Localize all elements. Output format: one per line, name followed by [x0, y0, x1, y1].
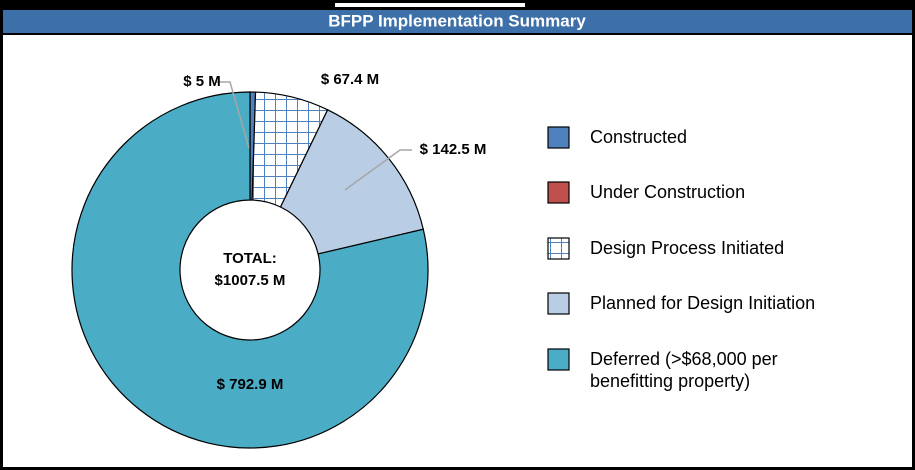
legend-swatch	[547, 126, 570, 149]
leader-line	[344, 149, 412, 191]
data-label: $ 792.9 M	[217, 376, 284, 393]
legend-swatch	[547, 292, 570, 315]
legend-label: Constructed	[590, 127, 687, 147]
legend-swatch	[547, 348, 570, 371]
legend-swatch	[547, 181, 570, 204]
data-label: $ 5 M	[183, 73, 221, 90]
chart-title: BFPP Implementation Summary	[328, 11, 586, 30]
leader-line	[216, 81, 250, 149]
donut-slice	[71, 91, 429, 449]
center-label: $1007.5 M	[215, 272, 286, 289]
legend-label: Planned for Design Initiation	[590, 293, 815, 313]
legend-label: Deferred (>$68,000 per benefitting proper…	[590, 349, 778, 391]
legend-swatch	[547, 237, 570, 260]
top-tab	[335, 0, 525, 7]
center-label: TOTAL:	[223, 250, 277, 267]
data-label: $ 142.5 M	[420, 141, 487, 158]
legend-label: Design Process Initiated	[590, 238, 784, 258]
title-bar	[2, 10, 913, 34]
data-label: $ 67.4 M	[321, 71, 379, 88]
donut-slice	[279, 109, 424, 255]
legend-label: Under Construction	[590, 182, 745, 202]
